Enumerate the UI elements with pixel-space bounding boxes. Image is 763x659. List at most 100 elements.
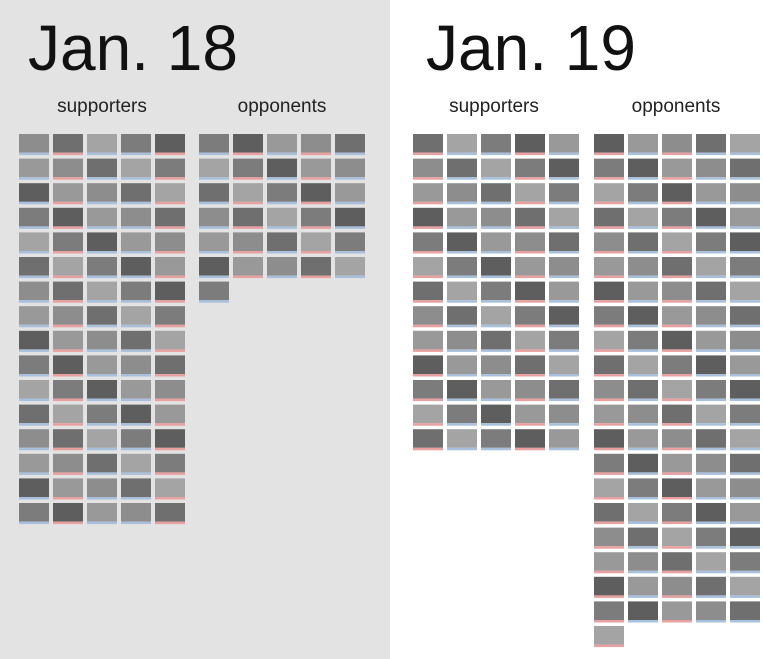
face-strip xyxy=(155,522,185,525)
face-unit xyxy=(413,232,443,253)
face-photo xyxy=(301,257,331,276)
face-unit xyxy=(155,134,185,155)
face-strip xyxy=(413,325,443,328)
face-unit xyxy=(19,257,49,278)
face-unit xyxy=(696,183,726,204)
face-strip xyxy=(87,226,117,229)
face-strip xyxy=(594,448,624,451)
face-strip xyxy=(628,202,658,205)
face-unit xyxy=(155,306,185,327)
face-photo xyxy=(121,355,151,374)
face-unit xyxy=(662,528,692,549)
face-unit xyxy=(53,134,83,155)
face-unit xyxy=(628,134,658,155)
face-strip xyxy=(662,448,692,451)
face-photo xyxy=(662,601,692,620)
face-unit xyxy=(121,257,151,278)
face-strip xyxy=(662,546,692,549)
face-unit xyxy=(628,208,658,229)
face-strip xyxy=(87,448,117,451)
face-unit xyxy=(628,503,658,524)
face-unit xyxy=(53,355,83,376)
face-unit xyxy=(233,134,263,155)
face-photo xyxy=(413,282,443,301)
face-photo xyxy=(267,134,297,153)
face-strip xyxy=(594,300,624,303)
face-photo xyxy=(730,552,760,571)
face-strip xyxy=(155,251,185,254)
face-unit xyxy=(628,183,658,204)
face-photo xyxy=(413,405,443,424)
face-photo xyxy=(413,380,443,399)
face-photo xyxy=(730,503,760,522)
face-photo xyxy=(53,478,83,497)
face-unit xyxy=(53,232,83,253)
face-photo xyxy=(662,331,692,350)
face-strip xyxy=(594,645,624,648)
face-strip xyxy=(19,153,49,156)
face-photo xyxy=(267,159,297,178)
face-unit xyxy=(87,183,117,204)
face-unit xyxy=(87,159,117,180)
face-unit xyxy=(628,528,658,549)
face-unit xyxy=(53,159,83,180)
face-strip xyxy=(267,202,297,205)
face-photo xyxy=(447,282,477,301)
face-photo xyxy=(549,282,579,301)
face-unit xyxy=(594,601,624,622)
face-unit xyxy=(594,134,624,155)
face-photo xyxy=(594,503,624,522)
face-strip xyxy=(662,300,692,303)
face-unit xyxy=(594,183,624,204)
face-strip xyxy=(19,177,49,180)
face-strip xyxy=(121,276,151,279)
face-strip xyxy=(628,522,658,525)
face-strip xyxy=(233,226,263,229)
face-unit xyxy=(87,405,117,426)
face-unit xyxy=(413,282,443,303)
face-strip xyxy=(662,276,692,279)
face-photo xyxy=(121,257,151,276)
face-unit xyxy=(413,306,443,327)
face-unit xyxy=(267,134,297,155)
face-unit xyxy=(87,257,117,278)
face-unit xyxy=(662,429,692,450)
face-strip xyxy=(19,300,49,303)
face-strip xyxy=(19,276,49,279)
face-strip xyxy=(549,349,579,352)
face-strip xyxy=(549,374,579,377)
face-unit xyxy=(413,208,443,229)
face-strip xyxy=(594,399,624,402)
face-photo xyxy=(549,183,579,202)
face-photo xyxy=(696,159,726,178)
face-unit xyxy=(515,405,545,426)
face-unit xyxy=(447,429,477,450)
face-strip xyxy=(628,276,658,279)
face-photo xyxy=(481,208,511,227)
face-unit xyxy=(87,331,117,352)
face-unit xyxy=(481,429,511,450)
face-unit xyxy=(413,405,443,426)
face-strip xyxy=(515,276,545,279)
face-strip xyxy=(53,276,83,279)
face-unit xyxy=(662,232,692,253)
face-unit xyxy=(19,331,49,352)
face-strip xyxy=(155,153,185,156)
face-unit xyxy=(628,159,658,180)
face-photo xyxy=(87,454,117,473)
face-strip xyxy=(696,399,726,402)
face-strip xyxy=(730,620,760,623)
face-photo xyxy=(19,134,49,153)
face-photo xyxy=(199,232,229,251)
face-photo xyxy=(730,183,760,202)
face-unit xyxy=(594,306,624,327)
face-strip xyxy=(549,300,579,303)
face-photo xyxy=(87,257,117,276)
face-photo xyxy=(53,183,83,202)
face-photo xyxy=(628,183,658,202)
face-photo xyxy=(335,134,365,153)
face-unit xyxy=(335,134,365,155)
face-photo xyxy=(594,601,624,620)
face-photo xyxy=(121,331,151,350)
face-unit xyxy=(515,183,545,204)
